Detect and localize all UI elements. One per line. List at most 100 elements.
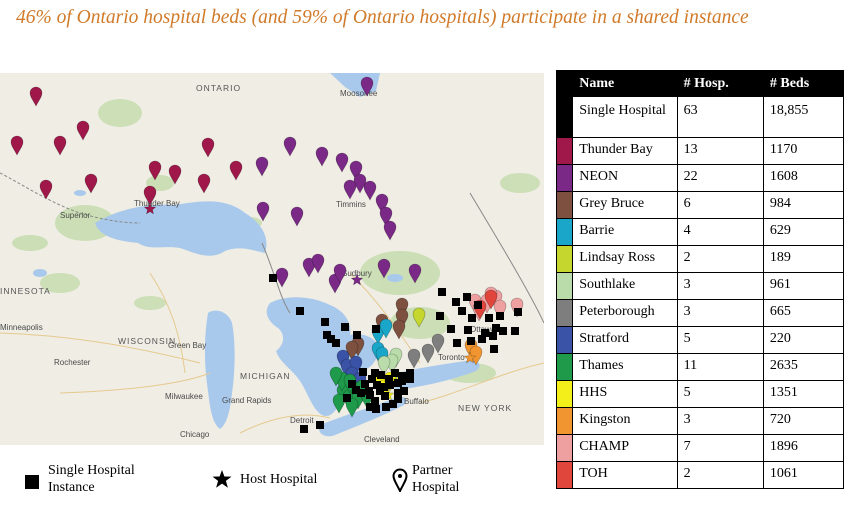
single-hospital-marker[interactable] bbox=[467, 337, 475, 345]
single-hospital-marker[interactable] bbox=[321, 318, 329, 326]
single-hospital-marker[interactable] bbox=[371, 369, 379, 377]
partner-hospital-pin[interactable] bbox=[332, 393, 346, 414]
ontario-map[interactable]: ONTARIO INNESOTA WISCONSIN MICHIGAN NEW … bbox=[0, 73, 544, 445]
single-hospital-marker[interactable] bbox=[394, 395, 402, 403]
partner-hospital-pin[interactable] bbox=[315, 146, 329, 167]
single-hospital-marker[interactable] bbox=[453, 339, 461, 347]
partner-hospital-pin[interactable] bbox=[349, 160, 363, 181]
single-hospital-marker[interactable] bbox=[464, 326, 472, 334]
single-hospital-marker[interactable] bbox=[366, 403, 374, 411]
single-hospital-marker[interactable] bbox=[269, 274, 277, 282]
single-hospital-marker[interactable] bbox=[399, 372, 407, 380]
single-hospital-marker[interactable] bbox=[372, 405, 380, 413]
single-hospital-marker[interactable] bbox=[365, 387, 373, 395]
single-hospital-marker[interactable] bbox=[474, 301, 482, 309]
partner-hospital-pin[interactable] bbox=[255, 156, 269, 177]
single-hospital-marker[interactable] bbox=[357, 389, 365, 397]
single-hospital-marker[interactable] bbox=[499, 327, 507, 335]
single-hospital-marker[interactable] bbox=[468, 314, 476, 322]
partner-hospital-pin[interactable] bbox=[407, 348, 421, 369]
single-hospital-marker[interactable] bbox=[406, 369, 414, 377]
partner-hospital-pin[interactable] bbox=[283, 136, 297, 157]
single-hospital-marker[interactable] bbox=[327, 335, 335, 343]
single-hospital-marker[interactable] bbox=[490, 345, 498, 353]
single-hospital-marker[interactable] bbox=[406, 375, 414, 383]
partner-hospital-pin[interactable] bbox=[84, 173, 98, 194]
partner-hospital-pin[interactable] bbox=[345, 397, 359, 418]
single-hospital-marker[interactable] bbox=[296, 307, 304, 315]
partner-hospital-pin[interactable] bbox=[329, 366, 343, 387]
single-hospital-marker[interactable] bbox=[316, 421, 324, 429]
single-hospital-marker[interactable] bbox=[391, 369, 399, 377]
partner-hospital-pin[interactable] bbox=[311, 253, 325, 274]
single-hospital-marker[interactable] bbox=[371, 397, 379, 405]
single-hospital-marker[interactable] bbox=[394, 389, 402, 397]
single-hospital-marker[interactable] bbox=[359, 368, 367, 376]
partner-hospital-pin[interactable] bbox=[10, 135, 24, 156]
partner-hospital-pin[interactable] bbox=[335, 152, 349, 173]
host-hospital-star[interactable] bbox=[463, 351, 477, 364]
partner-hospital-pin[interactable] bbox=[377, 355, 391, 376]
single-hospital-marker[interactable] bbox=[343, 394, 351, 402]
single-hospital-marker[interactable] bbox=[386, 381, 394, 389]
single-hospital-marker[interactable] bbox=[436, 312, 444, 320]
single-hospital-marker[interactable] bbox=[463, 293, 471, 301]
partner-hospital-pin[interactable] bbox=[392, 319, 406, 340]
partner-hospital-pin[interactable] bbox=[168, 164, 182, 185]
partner-hospital-pin[interactable] bbox=[197, 173, 211, 194]
single-hospital-marker[interactable] bbox=[372, 325, 380, 333]
single-hospital-marker[interactable] bbox=[389, 400, 397, 408]
single-hospital-marker[interactable] bbox=[353, 331, 361, 339]
single-hospital-marker[interactable] bbox=[511, 327, 519, 335]
single-hospital-marker[interactable] bbox=[478, 335, 486, 343]
partner-hospital-pin[interactable] bbox=[469, 345, 483, 366]
single-hospital-marker[interactable] bbox=[352, 386, 360, 394]
partner-hospital-pin[interactable] bbox=[493, 299, 507, 320]
partner-hospital-pin[interactable] bbox=[379, 318, 393, 339]
partner-hospital-pin[interactable] bbox=[363, 180, 377, 201]
host-hospital-star[interactable] bbox=[350, 273, 364, 286]
single-hospital-marker[interactable] bbox=[373, 381, 381, 389]
partner-hospital-pin[interactable] bbox=[143, 185, 157, 206]
single-hospital-marker[interactable] bbox=[485, 314, 493, 322]
partner-hospital-pin[interactable] bbox=[333, 263, 347, 284]
partner-hospital-pin[interactable] bbox=[377, 258, 391, 279]
partner-hospital-pin[interactable] bbox=[375, 193, 389, 214]
single-hospital-marker[interactable] bbox=[381, 392, 389, 400]
partner-hospital-pin[interactable] bbox=[275, 267, 289, 288]
partner-hospital-pin[interactable] bbox=[256, 201, 270, 222]
partner-hospital-pin[interactable] bbox=[421, 343, 435, 364]
single-hospital-marker[interactable] bbox=[341, 323, 349, 331]
partner-hospital-pin[interactable] bbox=[412, 307, 426, 328]
single-hospital-marker[interactable] bbox=[438, 288, 446, 296]
single-hospital-marker[interactable] bbox=[368, 375, 376, 383]
single-hospital-marker[interactable] bbox=[452, 298, 460, 306]
single-hospital-marker[interactable] bbox=[398, 377, 406, 385]
single-hospital-marker[interactable] bbox=[489, 332, 497, 340]
single-hospital-marker[interactable] bbox=[458, 307, 466, 315]
host-hospital-star[interactable] bbox=[143, 202, 157, 215]
single-hospital-marker[interactable] bbox=[382, 403, 390, 411]
partner-hospital-pin[interactable] bbox=[431, 333, 445, 354]
single-hospital-marker[interactable] bbox=[377, 371, 385, 379]
partner-hospital-pin[interactable] bbox=[39, 179, 53, 200]
partner-hospital-pin[interactable] bbox=[53, 135, 67, 156]
single-hospital-marker[interactable] bbox=[492, 324, 500, 332]
partner-hospital-pin[interactable] bbox=[343, 179, 357, 200]
single-hospital-marker[interactable] bbox=[361, 380, 369, 388]
single-hospital-marker[interactable] bbox=[400, 387, 408, 395]
single-hospital-marker[interactable] bbox=[385, 375, 393, 383]
partner-hospital-pin[interactable] bbox=[148, 160, 162, 181]
partner-hospital-pin[interactable] bbox=[408, 263, 422, 284]
partner-hospital-pin[interactable] bbox=[229, 160, 243, 181]
partner-hospital-pin[interactable] bbox=[29, 86, 43, 107]
partner-hospital-pin[interactable] bbox=[395, 297, 409, 318]
partner-hospital-pin[interactable] bbox=[201, 137, 215, 158]
single-hospital-marker[interactable] bbox=[300, 425, 308, 433]
single-hospital-marker[interactable] bbox=[496, 312, 504, 320]
partner-hospital-pin[interactable] bbox=[379, 206, 393, 227]
single-hospital-marker[interactable] bbox=[332, 339, 340, 347]
partner-hospital-pin[interactable] bbox=[360, 76, 374, 97]
partner-hospital-pin[interactable] bbox=[383, 220, 397, 241]
single-hospital-marker[interactable] bbox=[514, 308, 522, 316]
